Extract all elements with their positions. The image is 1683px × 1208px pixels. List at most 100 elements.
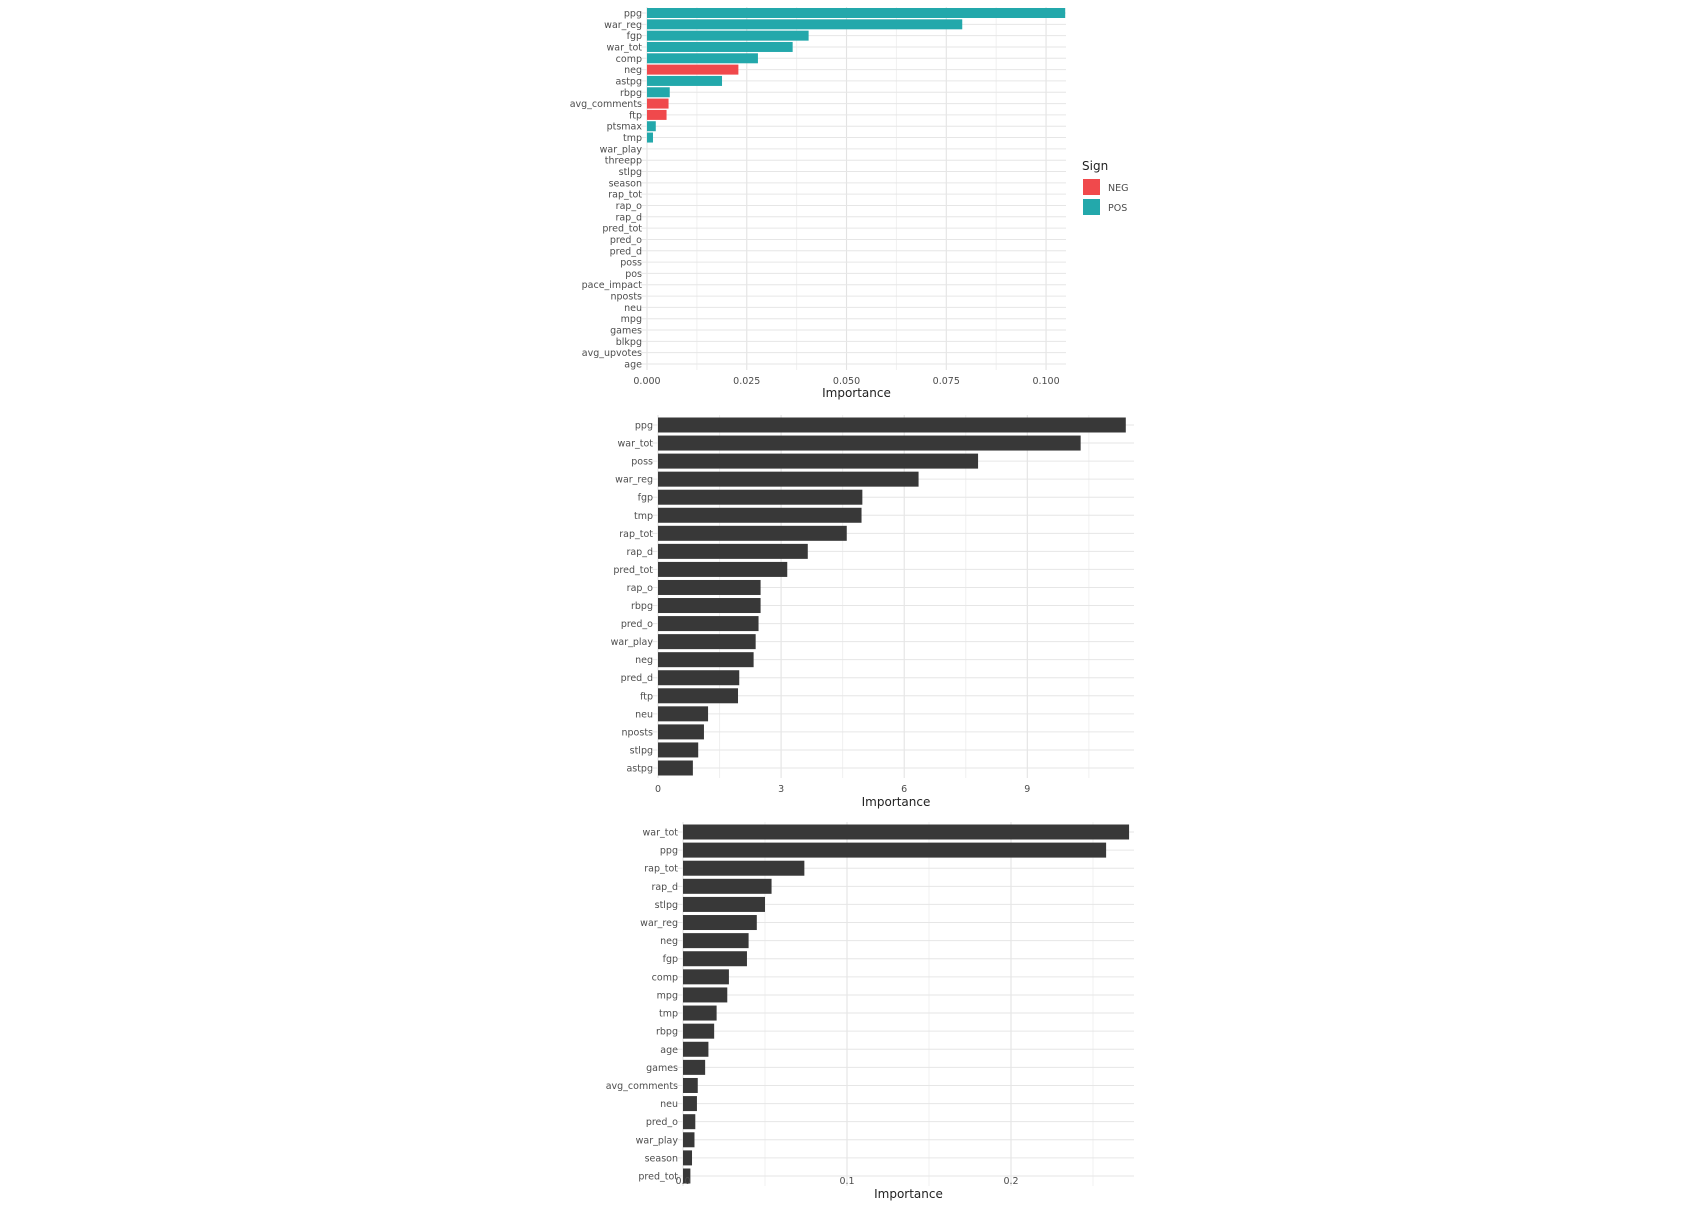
bar-stlpg [658, 742, 699, 758]
y-tick-label: age [624, 360, 642, 371]
y-tick-label: rap_d [626, 547, 653, 558]
y-tick-label: pred_tot [602, 224, 642, 235]
bar-age [683, 1041, 709, 1057]
bar-tmp [658, 507, 862, 523]
y-tick-label: fgp [627, 31, 642, 42]
bar-pred_d [658, 670, 740, 686]
bar-comp [647, 53, 758, 64]
y-tick-label: astpg [615, 76, 642, 87]
bar-war_reg [683, 915, 757, 931]
y-tick-label: avg_comments [606, 1081, 678, 1092]
y-tick-label: pred_d [621, 673, 653, 684]
bar-games [683, 1059, 706, 1075]
bar-ftp [658, 688, 739, 704]
y-tick-label: mpg [657, 990, 678, 1001]
bar-tmp [683, 1005, 717, 1021]
y-tick-label: tmp [634, 511, 653, 522]
y-tick-label: nposts [622, 727, 654, 738]
bar-ptsmax [647, 121, 656, 132]
y-tick-label: pred_tot [638, 1172, 678, 1183]
y-tick-label: neu [660, 1099, 678, 1110]
y-tick-label: rap_d [615, 212, 642, 223]
y-tick-label: rap_o [616, 201, 643, 212]
y-tick-label: pred_d [610, 246, 642, 257]
y-tick-label: neg [624, 65, 642, 76]
y-tick-label: rap_tot [644, 864, 678, 875]
y-tick-label: war_tot [617, 439, 653, 450]
legend-title: Sign [1082, 159, 1108, 173]
y-tick-label: pace_impact [582, 280, 643, 291]
bar-fgp [683, 951, 747, 967]
bar-rbpg [683, 1023, 715, 1039]
bar-pred_tot [658, 561, 788, 577]
bar-rap_o [658, 579, 761, 595]
y-tick-label: neu [635, 709, 653, 720]
y-tick-label: war_tot [606, 42, 642, 53]
x-tick-label: 9 [1024, 784, 1030, 795]
y-tick-label: nposts [611, 292, 643, 303]
bar-stlpg [683, 896, 765, 912]
y-tick-label: pred_o [646, 1117, 678, 1128]
y-tick-label: fgp [663, 954, 678, 965]
bar-avg_comments [683, 1077, 698, 1093]
bar-war_play [683, 1132, 695, 1148]
y-tick-label: threepp [605, 156, 642, 167]
y-tick-label: rbpg [656, 1027, 678, 1038]
bar-poss [658, 453, 979, 469]
legend-label-neg: NEG [1108, 183, 1128, 194]
y-tick-label: season [609, 178, 642, 189]
y-tick-label: neg [660, 936, 678, 947]
y-tick-label: pred_tot [613, 565, 653, 576]
bar-ftp [647, 109, 667, 120]
y-tick-label: games [646, 1063, 678, 1074]
bar-fgp [647, 30, 809, 41]
y-tick-label: pred_o [610, 235, 642, 246]
y-tick-label: rap_tot [619, 529, 653, 540]
y-tick-label: age [660, 1045, 678, 1056]
bar-comp [683, 969, 729, 985]
y-tick-label: comp [652, 972, 678, 983]
y-tick-label: season [645, 1153, 678, 1164]
y-tick-label: war_play [611, 637, 654, 648]
bar-neg [658, 652, 754, 668]
y-tick-label: neg [635, 655, 653, 666]
y-tick-label: tmp [623, 133, 642, 144]
y-tick-label: rbpg [631, 601, 653, 612]
y-tick-label: neu [624, 303, 642, 314]
bar-neg [647, 64, 739, 75]
y-tick-label: ftp [640, 691, 653, 702]
bar-ppg [658, 417, 1126, 433]
y-tick-label: war_play [600, 144, 643, 155]
legend-swatch-pos [1083, 199, 1100, 215]
bar-ppg [683, 842, 1107, 858]
legend-swatch-neg [1083, 179, 1100, 195]
bar-rap_d [658, 543, 808, 559]
y-tick-label: tmp [659, 1009, 678, 1020]
bar-ppg [647, 8, 1066, 18]
y-tick-label: war_reg [615, 475, 653, 486]
x-tick-label: 0.1 [839, 1176, 854, 1187]
bar-rbpg [658, 598, 761, 614]
y-tick-label: ptsmax [607, 122, 643, 133]
bar-rap_tot [683, 860, 805, 876]
x-axis-title: Importance [822, 386, 891, 400]
y-tick-label: rbpg [620, 88, 642, 99]
bar-fgp [658, 489, 863, 505]
bar-astpg [647, 75, 723, 86]
bar-rbpg [647, 87, 670, 98]
x-tick-label: 0.100 [1032, 376, 1059, 387]
y-tick-label: ppg [635, 421, 653, 432]
x-tick-label: 6 [901, 784, 907, 795]
legend-label-pos: POS [1108, 203, 1127, 214]
bar-war_reg [658, 471, 919, 487]
bar-pred_o [683, 1114, 696, 1130]
y-tick-label: rap_d [651, 882, 678, 893]
y-tick-label: games [610, 326, 642, 337]
x-tick-label: 0.025 [733, 376, 760, 387]
y-tick-label: war_reg [604, 20, 642, 31]
y-tick-label: stlpg [630, 745, 653, 756]
x-tick-label: 0.000 [633, 376, 660, 387]
bar-pred_tot [683, 1168, 691, 1184]
